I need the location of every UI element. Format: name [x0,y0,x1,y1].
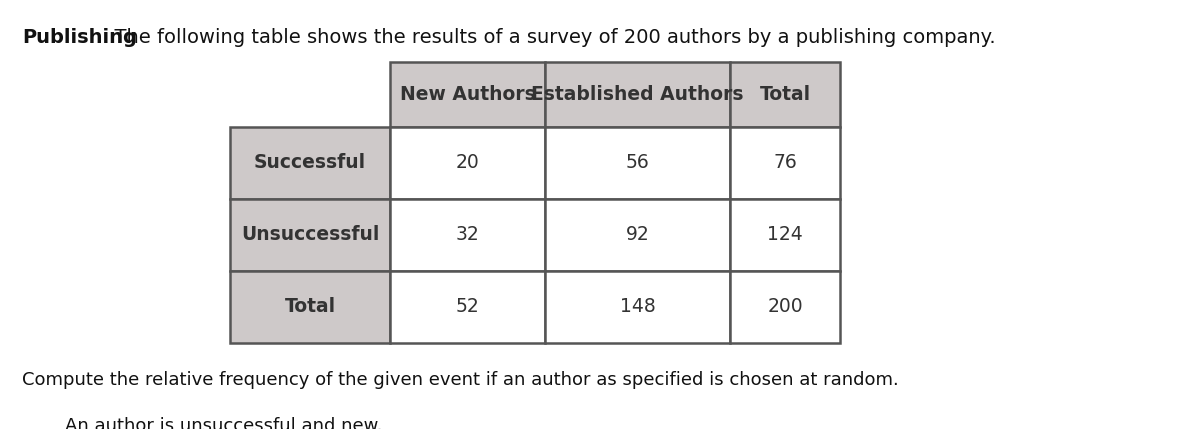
Bar [230,62,390,127]
Bar [730,62,840,127]
Bar [390,62,545,127]
Text: New Authors: New Authors [400,85,535,104]
Bar [545,127,730,199]
Text: Publishing: Publishing [22,28,137,47]
Text: 200: 200 [767,297,803,317]
Text: 76: 76 [773,154,797,172]
Bar [390,127,545,199]
Bar [390,199,545,271]
Bar [230,199,390,271]
Bar [390,271,545,343]
Text: 32: 32 [456,226,479,245]
Text: Successful: Successful [254,154,366,172]
Text: Compute the relative frequency of the given event if an author as specified is c: Compute the relative frequency of the gi… [22,371,899,389]
Bar [545,199,730,271]
Bar [230,127,390,199]
Text: 56: 56 [625,154,649,172]
Text: 20: 20 [456,154,479,172]
Bar [545,271,730,343]
Text: 92: 92 [625,226,649,245]
Bar [545,62,730,127]
Text: Unsuccessful: Unsuccessful [241,226,379,245]
Bar [730,199,840,271]
Bar [730,271,840,343]
Bar [230,271,390,343]
Text: 52: 52 [456,297,479,317]
Text: 148: 148 [619,297,655,317]
Text: The following table shows the results of a survey of 200 authors by a publishing: The following table shows the results of… [102,28,996,47]
Bar [730,127,840,199]
Text: Total: Total [760,85,810,104]
Text: 124: 124 [767,226,803,245]
Text: Established Authors: Established Authors [532,85,744,104]
Text: An author is unsuccessful and new.: An author is unsuccessful and new. [65,417,383,429]
Text: Total: Total [284,297,336,317]
